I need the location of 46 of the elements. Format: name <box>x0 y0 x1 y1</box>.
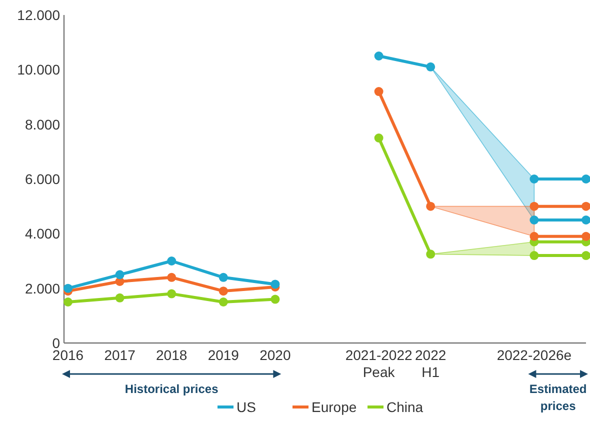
x-tick-label: 2022 H1 <box>415 347 446 380</box>
text: Estimated prices <box>529 382 587 413</box>
point <box>426 202 436 211</box>
point <box>582 232 590 241</box>
point <box>530 202 539 211</box>
y-tick-label: 4.000 <box>24 226 60 242</box>
text: Historical prices <box>124 382 219 396</box>
x-tick-label: 2021-2022 Peak <box>345 347 412 380</box>
y-tick-label: 12.000 <box>17 7 60 23</box>
x-tick-label: 2022-2026e <box>496 347 572 363</box>
point <box>218 298 228 306</box>
point <box>167 256 176 266</box>
point <box>374 134 384 142</box>
y-tick-label: 10.000 <box>17 62 60 78</box>
point <box>530 232 539 241</box>
point <box>64 298 72 306</box>
point <box>270 280 280 289</box>
y-tick-label: 6.000 <box>24 171 60 187</box>
point <box>426 62 436 72</box>
x-tick-label: 2019 <box>208 347 240 363</box>
point <box>582 216 590 224</box>
point <box>115 293 124 302</box>
point <box>374 52 384 60</box>
legend-label: US <box>236 399 256 415</box>
point <box>167 289 176 298</box>
point <box>530 251 539 260</box>
point <box>218 272 228 282</box>
point <box>530 216 539 224</box>
point <box>426 250 436 259</box>
point <box>115 270 124 280</box>
point <box>530 174 539 184</box>
legend-label: Europe <box>312 399 357 415</box>
legend-label: China <box>386 399 424 415</box>
point <box>218 286 228 296</box>
y-tick-label: 2.000 <box>24 280 60 296</box>
x-tick-label: 2018 <box>156 347 188 363</box>
point <box>64 284 72 293</box>
point <box>270 294 280 304</box>
point <box>374 87 384 96</box>
point <box>167 272 176 282</box>
y-tick-label: 8.000 <box>24 116 60 132</box>
x-tick-label: 2020 <box>260 347 291 363</box>
point <box>582 174 590 184</box>
point <box>582 202 590 211</box>
point <box>582 251 590 260</box>
x-tick-label: 2017 <box>104 347 136 363</box>
